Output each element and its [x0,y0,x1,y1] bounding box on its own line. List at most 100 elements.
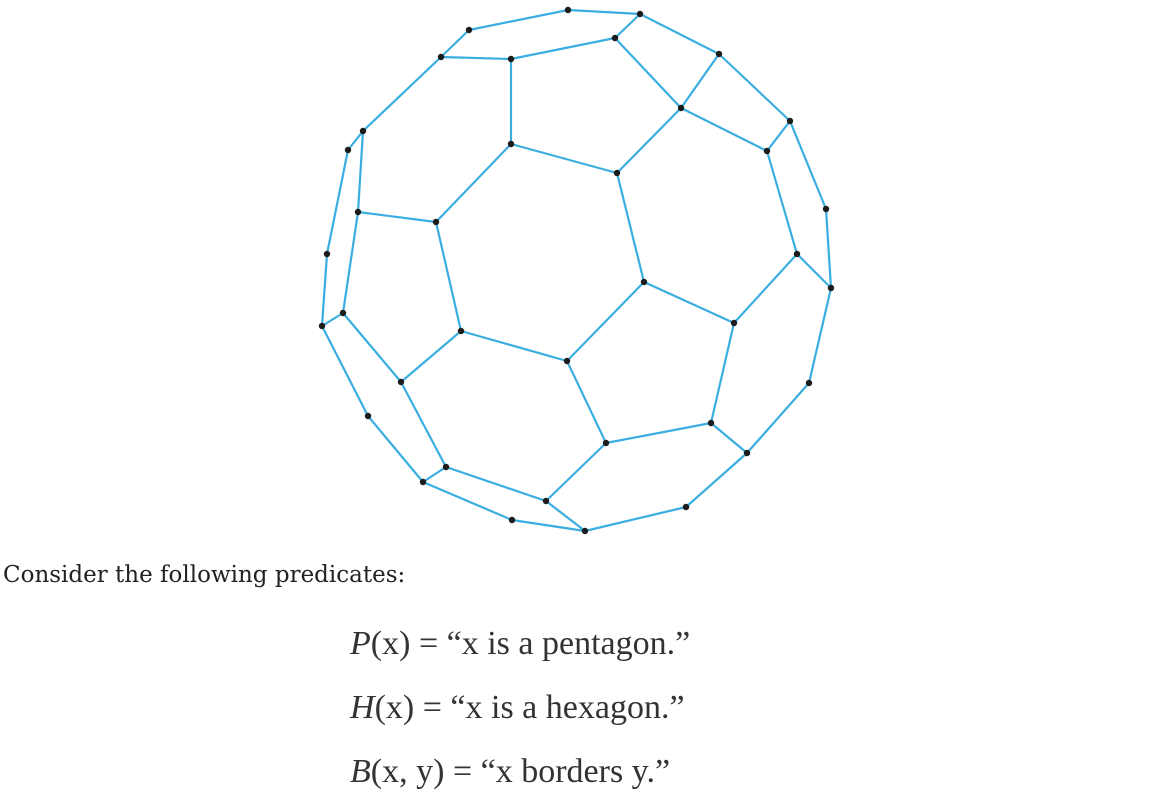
graph-edge [765,149,799,256]
graph-edge [444,465,548,503]
graph-vertex [581,527,589,535]
graph-edge [459,329,569,363]
predicate-hexagon: H(x) = “x is a hexagon.” [350,676,690,740]
graph-vertex [822,205,830,213]
graph-edge [399,380,448,469]
predicate-name: B [350,753,371,790]
predicate-args: (x) [374,689,415,726]
predicate-statement: “x is a hexagon.” [450,689,685,726]
graph-edge [320,311,345,328]
graph-edge [566,8,642,16]
graph-edge [341,311,403,384]
graph-vertex [419,478,427,486]
graph-edge [320,252,329,328]
graph-vertex [715,50,723,58]
graph-vertex [323,250,331,258]
graph-edge [745,381,811,455]
intro-text: Consider the following predicates: [3,562,406,588]
graph-vertex [707,419,715,427]
graph-edge [325,148,350,256]
graph-edge [509,36,617,61]
graph-vertex [613,169,621,177]
graph-edge [421,465,448,484]
graph-vertex [602,439,610,447]
graph-vertex [542,497,550,505]
graph-vertex [432,218,440,226]
graph-edge [638,12,721,56]
graph-edge [604,421,713,445]
graph-vertex [730,319,738,327]
graph-edge [583,505,688,533]
predicate-definitions: P(x) = “x is a pentagon.” H(x) = “x is a… [350,612,690,804]
graph-edge [684,451,749,509]
graph-vertex [763,147,771,155]
predicate-pentagon: P(x) = “x is a pentagon.” [350,612,690,676]
graph-vertex [318,322,326,330]
graph-edge [824,207,833,290]
graph-edge [510,518,587,533]
graph-edge [709,321,736,425]
graph-vertex [786,117,794,125]
graph-vertex [507,55,515,63]
graph-vertex [508,516,516,524]
graph-vertex [457,327,465,335]
graph-edge [613,12,642,40]
graph-edge [642,280,736,325]
graph-edge [807,286,833,385]
graph-vertex [743,449,751,457]
graph-edge [717,52,792,123]
equals-sign: = [422,689,442,726]
graph-edge [399,329,463,384]
predicate-args: (x, y) [370,753,445,790]
graph-vertex [507,140,515,148]
graph-vertex [359,127,367,135]
graph-edge [509,142,619,175]
graph-edge [565,280,646,363]
graph-edge [615,106,683,175]
graph-vertex [682,503,690,511]
graph-edge [544,499,587,533]
graph-vertex [564,6,572,14]
graph-vertex [611,34,619,42]
graph-edge [679,52,721,110]
graph-edge [795,252,833,290]
graph-edge [356,129,365,214]
graph-edge [544,441,608,503]
equals-sign: = [452,753,473,790]
graph-edge [421,480,514,522]
graph-edge [788,119,828,211]
predicate-args: (x) [370,625,411,662]
graph-edge [320,324,370,418]
graph-vertex [640,278,648,286]
graph-edge [366,414,425,484]
graph-edge [356,210,438,224]
predicate-statement: “x is a pentagon.” [446,625,691,662]
graph-vertex [636,10,644,18]
graph-vertex [677,104,685,112]
graph-vertex [793,250,801,258]
predicate-borders: B(x, y) = “x borders y.” [350,740,690,804]
graph-edge [565,359,608,445]
graph-vertex [397,378,405,386]
graph-vertex [442,463,450,471]
equals-sign: = [418,625,439,662]
graph-edge [613,36,683,110]
predicate-name: P [350,625,371,662]
graph-edge [439,28,471,59]
graph-vertex [354,208,362,216]
graph-edge [434,220,463,333]
graph-edge [341,210,360,315]
graph-edge [467,8,570,32]
graph-edge [615,171,646,284]
graph-vertex [344,146,352,154]
graph-vertex [805,379,813,387]
graph-vertex [465,26,473,34]
predicate-statement: “x borders y.” [480,753,671,790]
graph-vertex [827,284,835,292]
graph-vertex [364,412,372,420]
graph-edge [765,119,792,153]
soccer-ball-graph [318,6,835,535]
graph-vertex [437,53,445,61]
graph-edge [434,142,513,224]
graph-vertex [563,357,571,365]
